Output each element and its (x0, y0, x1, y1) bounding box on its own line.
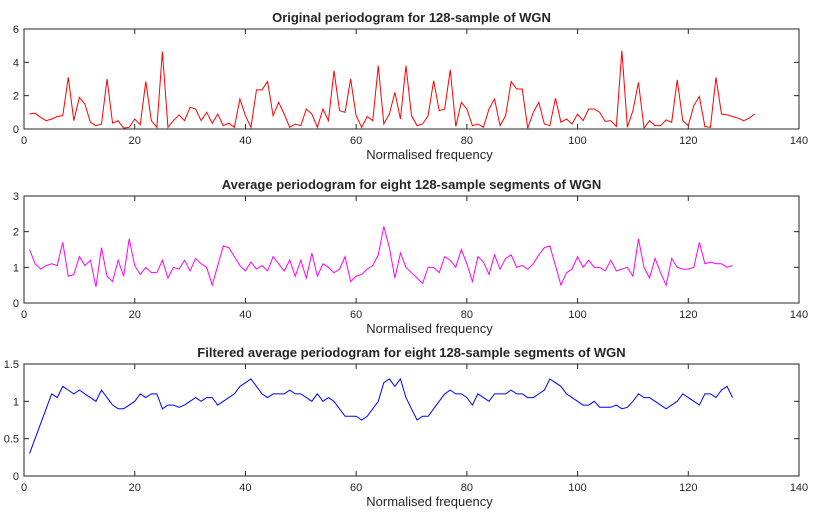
x-tick-label: 120 (679, 135, 697, 147)
x-tick-label: 80 (461, 135, 473, 147)
y-tick-label: 0 (13, 298, 19, 310)
x-tick-label: 120 (679, 309, 697, 321)
x-tick-label: 0 (21, 309, 27, 321)
x-tick-label: 0 (21, 135, 27, 147)
x-tick-label: 20 (129, 309, 141, 321)
y-tick-label: 0.5 (4, 434, 19, 446)
y-tick-label: 1.5 (4, 359, 19, 371)
chart-title: Average periodogram for eight 128-sample… (222, 177, 602, 192)
axes-box (23, 195, 800, 304)
y-tick-label: 1 (13, 262, 19, 274)
y-tick-label: 1 (13, 396, 19, 408)
subplot-filtered-average-periodogram: Filtered average periodogram for eight 1… (4, 345, 808, 509)
x-tick-label: 80 (461, 309, 473, 321)
subplot-original-periodogram: Original periodogram for 128-sample of W… (13, 10, 808, 162)
series-line (29, 226, 733, 288)
x-tick-label: 60 (350, 309, 362, 321)
x-axis-label: Normalised frequency (366, 494, 493, 509)
y-tick-label: 0 (13, 124, 19, 136)
x-tick-label: 20 (129, 135, 141, 147)
series-line (29, 50, 756, 130)
x-axis-label: Normalised frequency (366, 321, 493, 336)
axes-box (23, 363, 800, 477)
x-tick-label: 40 (239, 482, 251, 494)
x-tick-label: 60 (350, 135, 362, 147)
x-axis-label: Normalised frequency (366, 147, 493, 162)
x-tick-label: 100 (568, 309, 586, 321)
series-line (29, 377, 734, 454)
x-tick-label: 100 (568, 482, 586, 494)
x-tick-label: 100 (568, 135, 586, 147)
x-tick-label: 140 (790, 309, 808, 321)
y-tick-label: 4 (13, 57, 19, 69)
x-tick-label: 140 (790, 482, 808, 494)
chart-title: Original periodogram for 128-sample of W… (272, 10, 551, 25)
y-tick-label: 3 (13, 191, 19, 203)
x-tick-label: 60 (350, 482, 362, 494)
chart-title: Filtered average periodogram for eight 1… (197, 345, 625, 360)
y-tick-label: 6 (13, 24, 19, 36)
subplot-average-periodogram: Average periodogram for eight 128-sample… (13, 177, 808, 336)
y-tick-label: 0 (13, 471, 19, 483)
x-tick-label: 40 (239, 135, 251, 147)
y-tick-label: 2 (13, 91, 19, 103)
x-tick-label: 120 (679, 482, 697, 494)
y-tick-label: 2 (13, 227, 19, 239)
x-tick-label: 140 (790, 135, 808, 147)
x-tick-label: 20 (129, 482, 141, 494)
x-tick-label: 0 (21, 482, 27, 494)
x-tick-label: 40 (239, 309, 251, 321)
x-tick-label: 80 (461, 482, 473, 494)
